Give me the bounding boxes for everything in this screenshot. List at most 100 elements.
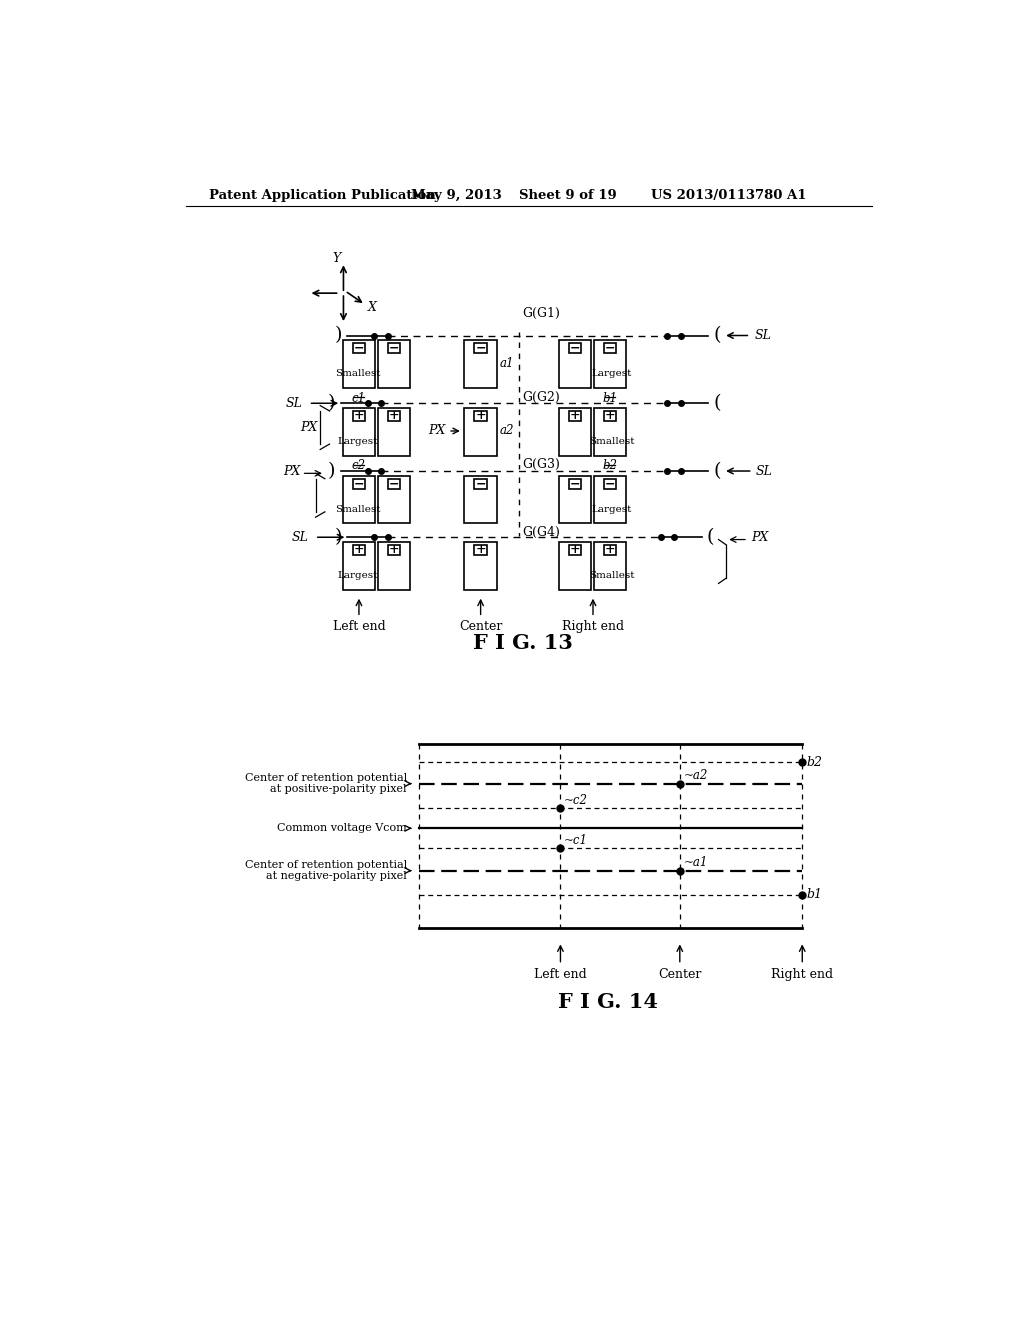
Bar: [378, 341, 410, 388]
Text: a2: a2: [500, 425, 514, 437]
Text: −: −: [570, 342, 581, 355]
Text: b2: b2: [807, 755, 823, 768]
Text: PX: PX: [751, 531, 768, 544]
Text: Center of retention potential
at negative-polarity pixel: Center of retention potential at negativ…: [245, 859, 407, 882]
Bar: [378, 408, 410, 455]
Bar: [343, 475, 375, 524]
Text: −: −: [353, 342, 365, 355]
Text: Common voltage Vcom: Common voltage Vcom: [278, 824, 407, 833]
Text: SL: SL: [755, 329, 771, 342]
Bar: [559, 408, 592, 455]
Text: ): ): [334, 528, 342, 546]
Text: −: −: [388, 478, 399, 490]
Text: ~c2: ~c2: [563, 793, 588, 807]
Bar: [559, 475, 592, 524]
Text: G(G3): G(G3): [522, 458, 560, 471]
Text: G(G4): G(G4): [522, 527, 560, 539]
Text: (: (: [713, 326, 721, 345]
Bar: [378, 543, 410, 590]
Text: −: −: [475, 342, 485, 355]
Text: Y: Y: [332, 252, 340, 265]
Bar: [352, 343, 366, 354]
Text: PX: PX: [283, 465, 300, 478]
Text: Smallest: Smallest: [589, 572, 634, 581]
Text: b2: b2: [602, 459, 617, 473]
Bar: [388, 479, 400, 488]
Text: ): ): [328, 462, 336, 480]
Bar: [594, 341, 627, 388]
Text: PX: PX: [428, 425, 445, 437]
Text: b1: b1: [807, 888, 823, 902]
Text: ~a2: ~a2: [684, 770, 708, 781]
Text: SL: SL: [756, 465, 773, 478]
Text: Left end: Left end: [535, 968, 587, 981]
Bar: [343, 408, 375, 455]
Text: Largest: Largest: [592, 506, 632, 513]
Bar: [594, 408, 627, 455]
Bar: [594, 475, 627, 524]
Text: ): ): [334, 326, 342, 345]
Text: Largest: Largest: [337, 572, 378, 581]
Text: +: +: [388, 409, 399, 422]
Bar: [604, 343, 616, 354]
Text: −: −: [475, 478, 485, 490]
Text: ): ): [328, 395, 336, 412]
Bar: [604, 479, 616, 488]
Text: Sheet 9 of 19: Sheet 9 of 19: [519, 189, 617, 202]
Text: +: +: [570, 409, 581, 422]
Bar: [464, 543, 497, 590]
Text: Center: Center: [658, 968, 701, 981]
Text: G(G1): G(G1): [522, 308, 560, 321]
Text: Right end: Right end: [771, 968, 834, 981]
Text: Smallest: Smallest: [335, 370, 380, 379]
Text: Smallest: Smallest: [589, 437, 634, 446]
Text: (: (: [713, 395, 721, 412]
Bar: [594, 543, 627, 590]
Text: Center: Center: [459, 620, 503, 634]
Bar: [569, 545, 582, 554]
Text: SL: SL: [286, 397, 302, 409]
Bar: [474, 479, 486, 488]
Text: Smallest: Smallest: [335, 506, 380, 513]
Text: −: −: [605, 342, 615, 355]
Bar: [474, 411, 486, 421]
Text: c1: c1: [352, 392, 366, 405]
Bar: [388, 411, 400, 421]
Text: −: −: [353, 478, 365, 490]
Text: +: +: [605, 409, 615, 422]
Text: Largest: Largest: [337, 437, 378, 446]
Text: F I G. 14: F I G. 14: [558, 991, 658, 1011]
Bar: [474, 545, 486, 554]
Text: (: (: [713, 462, 721, 480]
Text: +: +: [605, 544, 615, 557]
Text: a1: a1: [500, 356, 514, 370]
Text: Right end: Right end: [562, 620, 624, 634]
Bar: [559, 341, 592, 388]
Text: SL: SL: [292, 531, 308, 544]
Bar: [464, 341, 497, 388]
Text: Patent Application Publication: Patent Application Publication: [209, 189, 436, 202]
Text: c2: c2: [352, 459, 366, 473]
Bar: [464, 408, 497, 455]
Bar: [343, 543, 375, 590]
Bar: [388, 343, 400, 354]
Text: US 2013/0113780 A1: US 2013/0113780 A1: [651, 189, 807, 202]
Text: Left end: Left end: [333, 620, 385, 634]
Text: +: +: [388, 544, 399, 557]
Bar: [569, 479, 582, 488]
Text: Largest: Largest: [592, 370, 632, 379]
Bar: [352, 411, 366, 421]
Text: ~a1: ~a1: [684, 857, 708, 869]
Bar: [343, 341, 375, 388]
Bar: [352, 545, 366, 554]
Text: Center of retention potential
at positive-polarity pixel: Center of retention potential at positiv…: [245, 772, 407, 795]
Text: May 9, 2013: May 9, 2013: [411, 189, 502, 202]
Text: −: −: [570, 478, 581, 490]
Text: −: −: [605, 478, 615, 490]
Text: b1: b1: [602, 392, 617, 405]
Text: PX: PX: [301, 421, 317, 434]
Text: (: (: [707, 528, 715, 546]
Bar: [388, 545, 400, 554]
Text: +: +: [353, 409, 365, 422]
Text: G(G2): G(G2): [522, 391, 560, 404]
